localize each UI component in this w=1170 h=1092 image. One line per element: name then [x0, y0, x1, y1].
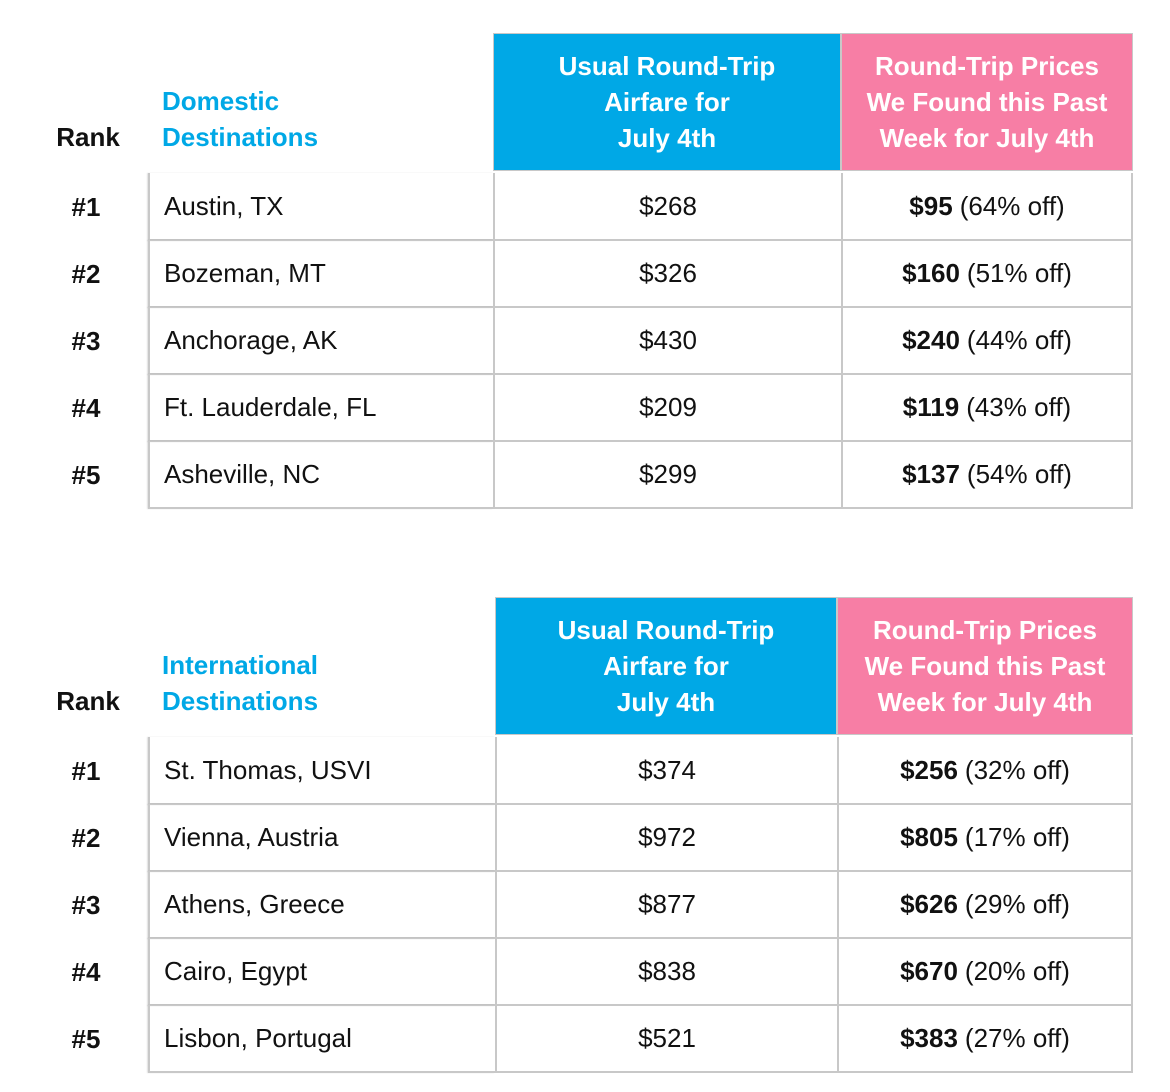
destination-cell: Ft. Lauderdale, FL: [148, 374, 493, 442]
destination-cell: Austin, TX: [148, 173, 493, 241]
found-price: $626: [900, 888, 958, 919]
found-price: $119: [902, 391, 960, 422]
destination-cell: Cairo, Egypt: [148, 938, 495, 1006]
rank-cell: #2: [71, 258, 101, 289]
discount-percent: (44% off): [966, 324, 1072, 355]
found-price: $160: [902, 257, 960, 288]
table-row: #4 Cairo, Egypt $838 $670 (20% off): [0, 938, 1170, 1006]
usual-fare-cell: $268: [493, 173, 841, 241]
discount-percent: (51% off): [966, 257, 1072, 288]
found-fare-cell: $256 (32% off): [837, 737, 1133, 805]
destination-cell: Anchorage, AK: [148, 307, 493, 375]
usual-fare-cell: $521: [495, 1005, 837, 1073]
usual-fare-column-header: Usual Round-Trip Airfare for July 4th: [493, 33, 841, 171]
found-price: $383: [900, 1022, 958, 1053]
destination-cell: Athens, Greece: [148, 871, 495, 939]
discount-percent: (20% off): [964, 955, 1070, 986]
rank-cell: #2: [71, 822, 101, 853]
destination-column-header: International Destinations: [162, 650, 319, 716]
destination-cell: Lisbon, Portugal: [148, 1005, 495, 1073]
usual-fare-cell: $326: [493, 240, 841, 308]
destination-cell: Vienna, Austria: [148, 804, 495, 872]
table-row: #4 Ft. Lauderdale, FL $209 $119 (43% off): [0, 374, 1170, 442]
discount-percent: (43% off): [966, 391, 1072, 422]
discount-percent: (64% off): [959, 190, 1065, 221]
usual-fare-cell: $838: [495, 938, 837, 1006]
rank-cell: #3: [71, 889, 101, 920]
found-fare-cell: $670 (20% off): [837, 938, 1133, 1006]
found-fare-cell: $137 (54% off): [841, 441, 1133, 509]
found-fare-cell: $160 (51% off): [841, 240, 1133, 308]
table-row: #2 Bozeman, MT $326 $160 (51% off): [0, 240, 1170, 308]
found-price: $137: [902, 458, 960, 489]
table-row: #5 Asheville, NC $299 $137 (54% off): [0, 441, 1170, 509]
found-price: $95: [909, 190, 953, 221]
destination-cell: Asheville, NC: [148, 441, 493, 509]
rank-cell: #5: [71, 459, 101, 490]
discount-percent: (27% off): [964, 1022, 1070, 1053]
usual-fare-cell: $877: [495, 871, 837, 939]
rank-cell: #5: [71, 1023, 101, 1054]
found-fare-cell: $805 (17% off): [837, 804, 1133, 872]
usual-fare-cell: $209: [493, 374, 841, 442]
table-row: #3 Athens, Greece $877 $626 (29% off): [0, 871, 1170, 939]
found-price: $240: [902, 324, 960, 355]
usual-fare-cell: $972: [495, 804, 837, 872]
rank-cell: #4: [71, 392, 101, 423]
discount-percent: (54% off): [966, 458, 1072, 489]
discount-percent: (29% off): [964, 888, 1070, 919]
destination-column-header: Domestic Destinations: [162, 86, 319, 152]
rank-cell: #1: [71, 191, 101, 222]
table-row: #3 Anchorage, AK $430 $240 (44% off): [0, 307, 1170, 375]
found-price: $256: [900, 754, 958, 785]
destination-cell: St. Thomas, USVI: [148, 737, 495, 805]
usual-fare-cell: $430: [493, 307, 841, 375]
rank-cell: #4: [71, 956, 101, 987]
found-fare-cell: $119 (43% off): [841, 374, 1133, 442]
table-row: #2 Vienna, Austria $972 $805 (17% off): [0, 804, 1170, 872]
found-fare-column-header: Round-Trip Prices We Found this Past Wee…: [841, 33, 1133, 171]
found-price: $805: [900, 821, 958, 852]
found-fare-cell: $95 (64% off): [841, 173, 1133, 241]
found-fare-cell: $383 (27% off): [837, 1005, 1133, 1073]
table-row: #1 Austin, TX $268 $95 (64% off): [0, 173, 1170, 241]
found-fare-cell: $626 (29% off): [837, 871, 1133, 939]
destination-cell: Bozeman, MT: [148, 240, 493, 308]
table-row: #5 Lisbon, Portugal $521 $383 (27% off): [0, 1005, 1170, 1073]
found-price: $670: [900, 955, 958, 986]
found-fare-cell: $240 (44% off): [841, 307, 1133, 375]
usual-fare-cell: $299: [493, 441, 841, 509]
usual-fare-cell: $374: [495, 737, 837, 805]
rank-column-header: Rank: [56, 686, 120, 716]
rank-cell: #1: [71, 755, 101, 786]
usual-fare-column-header: Usual Round-Trip Airfare for July 4th: [495, 597, 837, 735]
discount-percent: (17% off): [964, 821, 1070, 852]
rank-cell: #3: [71, 325, 101, 356]
table-row: #1 St. Thomas, USVI $374 $256 (32% off): [0, 737, 1170, 805]
found-fare-column-header: Round-Trip Prices We Found this Past Wee…: [837, 597, 1133, 735]
discount-percent: (32% off): [964, 754, 1070, 785]
rank-column-header: Rank: [56, 122, 120, 152]
